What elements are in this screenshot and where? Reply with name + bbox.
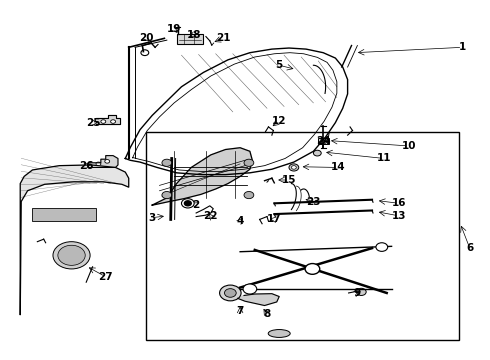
Circle shape bbox=[105, 159, 110, 163]
Text: 8: 8 bbox=[263, 310, 270, 319]
Text: 2: 2 bbox=[193, 200, 200, 210]
Circle shape bbox=[224, 289, 236, 297]
Text: 3: 3 bbox=[148, 213, 156, 222]
Circle shape bbox=[292, 166, 296, 169]
Circle shape bbox=[184, 201, 191, 206]
Circle shape bbox=[305, 264, 320, 274]
Circle shape bbox=[162, 192, 172, 199]
Circle shape bbox=[162, 159, 172, 166]
Circle shape bbox=[244, 159, 254, 166]
Polygon shape bbox=[238, 294, 279, 306]
Polygon shape bbox=[196, 206, 213, 217]
Text: 12: 12 bbox=[272, 116, 287, 126]
Circle shape bbox=[111, 120, 116, 123]
Ellipse shape bbox=[268, 329, 290, 337]
Polygon shape bbox=[89, 156, 118, 167]
Bar bbox=[318, 138, 329, 144]
Text: 4: 4 bbox=[237, 216, 244, 226]
Text: 10: 10 bbox=[401, 141, 416, 151]
Polygon shape bbox=[96, 116, 121, 125]
Text: 5: 5 bbox=[275, 60, 283, 70]
Text: 17: 17 bbox=[267, 215, 282, 224]
Polygon shape bbox=[152, 148, 252, 205]
Text: 22: 22 bbox=[203, 211, 218, 221]
Text: 25: 25 bbox=[86, 118, 101, 128]
Text: 24: 24 bbox=[316, 136, 330, 145]
Circle shape bbox=[289, 164, 299, 171]
Circle shape bbox=[96, 162, 101, 166]
Circle shape bbox=[314, 150, 321, 156]
Bar bbox=[32, 208, 96, 221]
Bar bbox=[147, 132, 459, 339]
Text: 15: 15 bbox=[282, 175, 296, 185]
Text: 9: 9 bbox=[354, 288, 361, 298]
Circle shape bbox=[58, 245, 85, 265]
Text: 7: 7 bbox=[237, 306, 244, 316]
Text: 21: 21 bbox=[216, 33, 230, 43]
Circle shape bbox=[356, 288, 366, 296]
Text: 16: 16 bbox=[392, 198, 406, 208]
Text: 19: 19 bbox=[167, 24, 181, 35]
Circle shape bbox=[141, 50, 149, 55]
Circle shape bbox=[181, 199, 194, 208]
Text: 13: 13 bbox=[392, 211, 406, 221]
Circle shape bbox=[244, 192, 254, 199]
Text: 27: 27 bbox=[98, 272, 113, 282]
Text: 18: 18 bbox=[187, 30, 201, 40]
Circle shape bbox=[220, 285, 241, 301]
Text: 14: 14 bbox=[331, 162, 345, 172]
Text: 1: 1 bbox=[459, 42, 466, 52]
Circle shape bbox=[101, 120, 106, 123]
Text: 23: 23 bbox=[306, 197, 320, 207]
Bar bbox=[176, 34, 203, 44]
Polygon shape bbox=[20, 165, 129, 315]
Text: 6: 6 bbox=[466, 243, 473, 253]
Circle shape bbox=[53, 242, 90, 269]
Text: 11: 11 bbox=[377, 153, 392, 163]
Text: 26: 26 bbox=[79, 161, 94, 171]
Circle shape bbox=[243, 284, 257, 294]
Text: 20: 20 bbox=[139, 33, 153, 43]
Circle shape bbox=[376, 243, 388, 251]
